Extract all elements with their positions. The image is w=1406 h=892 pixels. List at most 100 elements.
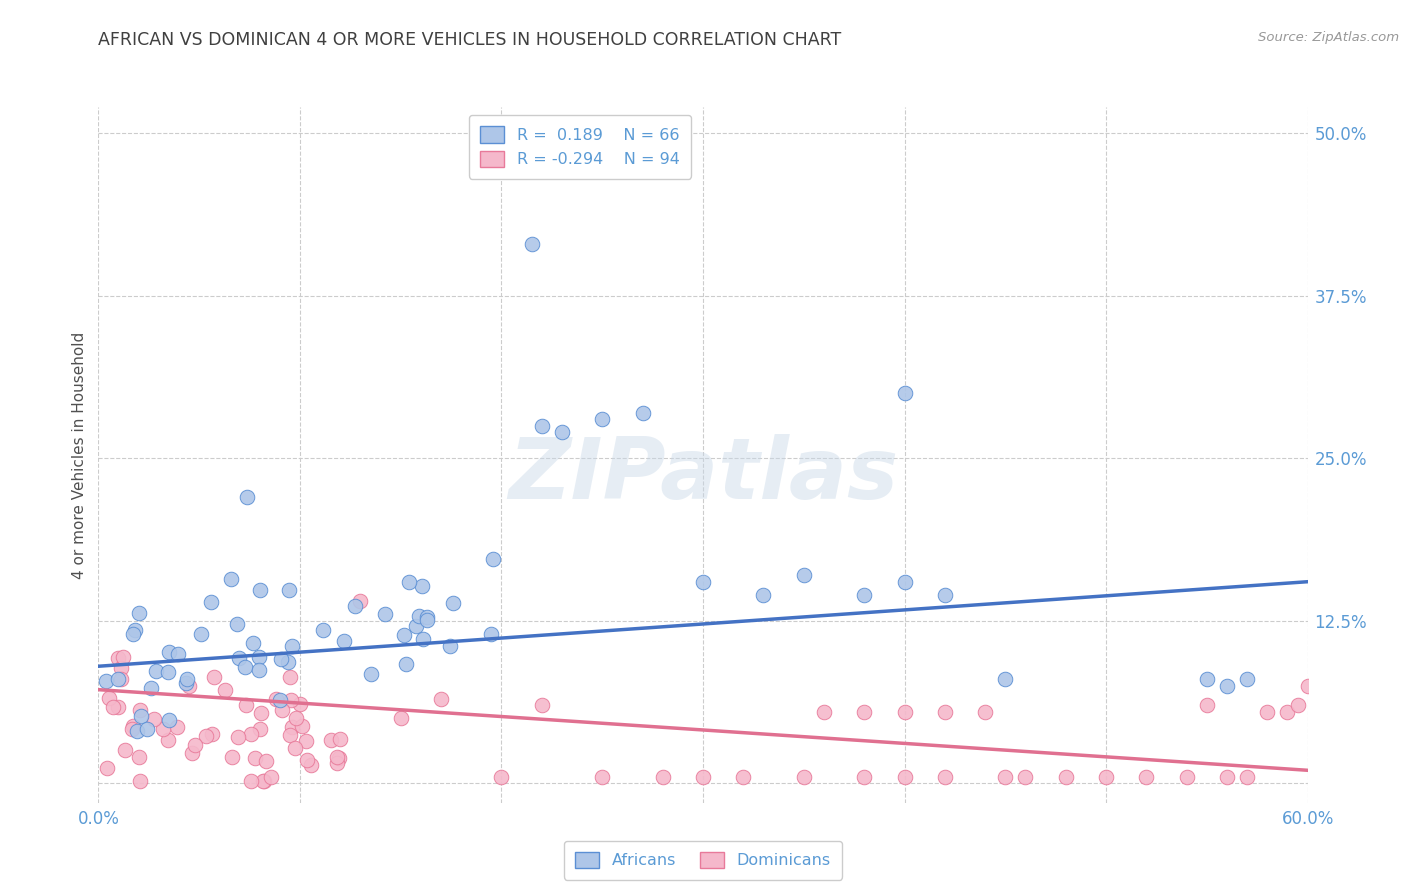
Point [934,770,956,784]
Point [176,675,198,690]
Point [107,673,129,687]
Point [326,756,349,770]
Point [283,740,305,755]
Point [250,706,273,720]
Point [974,705,997,719]
Point [439,639,461,653]
Point [129,703,152,717]
Point [240,773,263,788]
Point [793,568,815,582]
Point [893,770,915,784]
Point [752,588,775,602]
Legend: R =  0.189    N = 66, R = -0.294    N = 94: R = 0.189 N = 66, R = -0.294 N = 94 [470,115,692,178]
Point [201,727,224,741]
Point [243,751,266,765]
Point [226,730,249,744]
Point [239,727,262,741]
Point [145,664,167,678]
Point [328,751,350,765]
Point [934,588,956,602]
Point [416,609,439,624]
Point [101,699,124,714]
Point [110,661,132,675]
Point [530,698,553,713]
Point [333,634,356,648]
Point [441,596,464,610]
Point [1216,770,1239,784]
Point [96,761,118,775]
Point [278,582,301,597]
Point [112,649,135,664]
Point [479,627,502,641]
Point [167,647,190,661]
Point [177,679,200,693]
Point [166,720,188,734]
Point [299,758,322,772]
Point [107,650,129,665]
Point [295,733,318,747]
Point [408,608,430,623]
Point [853,588,876,602]
Point [415,613,437,627]
Point [157,733,180,747]
Y-axis label: 4 or more Vehicles in Household: 4 or more Vehicles in Household [72,331,87,579]
Point [295,753,318,767]
Point [934,705,956,719]
Point [793,770,815,784]
Point [236,490,259,504]
Point [1095,770,1118,784]
Text: ZIPatlas: ZIPatlas [508,434,898,517]
Point [430,691,453,706]
Point [733,770,755,784]
Point [190,627,212,641]
Point [893,574,915,589]
Point [247,664,270,678]
Point [312,623,335,637]
Text: AFRICAN VS DOMINICAN 4 OR MORE VEHICLES IN HOUSEHOLD CORRELATION CHART: AFRICAN VS DOMINICAN 4 OR MORE VEHICLES … [98,31,842,49]
Point [128,749,150,764]
Point [157,665,180,680]
Point [278,669,301,683]
Legend: Africans, Dominicans: Africans, Dominicans [564,840,842,880]
Point [994,672,1017,686]
Point [1277,705,1299,719]
Point [110,672,132,686]
Point [242,636,264,650]
Point [107,700,129,714]
Point [214,683,236,698]
Point [1236,672,1258,686]
Point [142,712,165,726]
Point [374,607,396,622]
Point [249,583,271,598]
Point [651,770,673,784]
Point [1014,770,1036,784]
Point [114,743,136,757]
Point [284,711,307,725]
Point [157,644,180,658]
Point [253,773,276,788]
Point [591,770,613,784]
Point [269,692,291,706]
Point [202,671,225,685]
Point [1256,705,1278,719]
Point [1135,770,1157,784]
Point [853,705,876,719]
Point [124,623,146,637]
Point [221,750,243,764]
Point [395,657,418,672]
Point [226,617,249,632]
Point [551,425,574,439]
Point [321,733,343,747]
Point [184,738,207,752]
Point [278,728,301,742]
Point [252,773,274,788]
Point [1286,698,1309,713]
Point [853,770,876,784]
Point [121,719,143,733]
Point [200,595,222,609]
Point [692,770,714,784]
Point [329,732,352,747]
Point [233,660,256,674]
Point [1216,679,1239,693]
Point [228,651,250,665]
